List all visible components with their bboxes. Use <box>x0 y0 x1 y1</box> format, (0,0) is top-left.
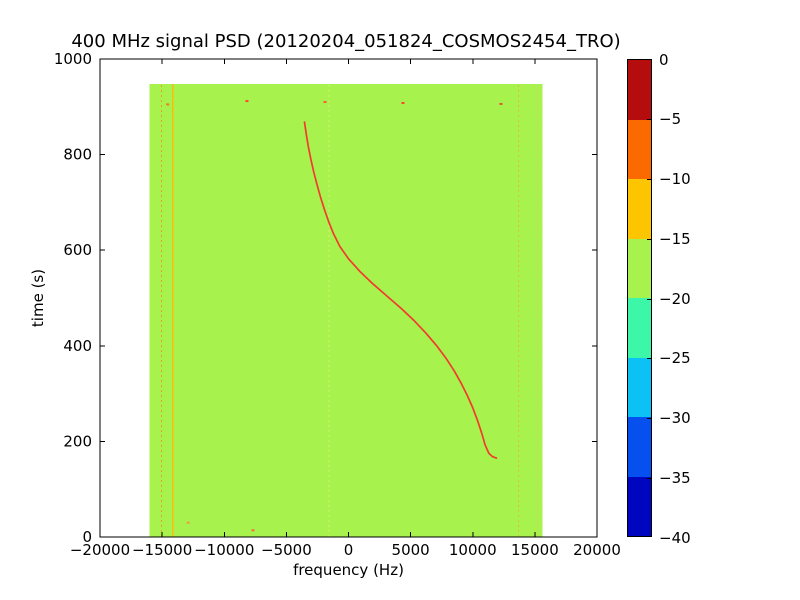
doppler-track <box>303 121 498 459</box>
colorbar-tick <box>647 238 651 240</box>
colorbar-tick-label: −30 <box>659 409 691 427</box>
noise-speck <box>245 100 249 103</box>
y-tick-label: 1000 <box>54 50 92 68</box>
colorbar-segment <box>628 60 651 120</box>
noise-speck <box>499 102 503 105</box>
noise-speck <box>323 101 327 104</box>
colorbar-tick-label: 0 <box>659 50 669 69</box>
x-tick-label: 0 <box>344 541 354 559</box>
y-tick-label: 400 <box>63 337 92 355</box>
y-tick-label: 800 <box>63 146 92 164</box>
psd-background <box>149 83 543 537</box>
colorbar <box>627 59 652 537</box>
x-axis-label: frequency (Hz) <box>293 561 404 579</box>
colorbar-segment <box>628 179 651 239</box>
colorbar-segment <box>628 238 651 298</box>
y-tick-label: 600 <box>63 241 92 259</box>
colorbar-tick-label: −35 <box>659 468 691 487</box>
colorbar-tick <box>647 358 651 360</box>
colorbar-tick <box>647 298 651 300</box>
noise-speck <box>166 103 170 106</box>
colorbar-segment <box>628 357 651 417</box>
colorbar-tick <box>647 179 651 180</box>
colorbar-tick-label: −10 <box>659 170 691 188</box>
colorbar-tick-label: −5 <box>659 110 682 129</box>
colorbar-tick-label: −15 <box>659 229 691 248</box>
x-tick-label: −20000 <box>70 541 130 559</box>
colorbar-tick <box>647 119 651 121</box>
x-tick-label: 20000 <box>573 541 621 559</box>
x-tick-label: 5000 <box>392 541 430 559</box>
colorbar-tick <box>647 477 651 479</box>
colorbar-tick <box>647 418 651 419</box>
y-tick-label: 200 <box>63 432 92 450</box>
x-tick-label: −5000 <box>261 541 312 559</box>
noise-speck <box>251 529 255 532</box>
colorbar-segment <box>628 417 651 477</box>
chart-title: 400 MHz signal PSD (20120204_051824_COSM… <box>71 31 621 52</box>
x-tick-label: −10000 <box>194 541 254 559</box>
y-tick-label: 0 <box>82 528 92 546</box>
noise-speck <box>401 101 405 104</box>
x-tick-label: −15000 <box>132 541 192 559</box>
colorbar-segment <box>628 476 651 536</box>
x-tick-label: 15000 <box>511 541 559 559</box>
colorbar-tick-label: −40 <box>659 528 691 547</box>
colorbar-tick-label: −20 <box>659 289 691 308</box>
colorbar-segment <box>628 298 651 358</box>
colorbar-segment <box>628 119 651 179</box>
colorbar-tick-label: −25 <box>659 349 691 368</box>
noise-speck <box>186 521 190 524</box>
x-tick-label: 10000 <box>449 541 497 559</box>
